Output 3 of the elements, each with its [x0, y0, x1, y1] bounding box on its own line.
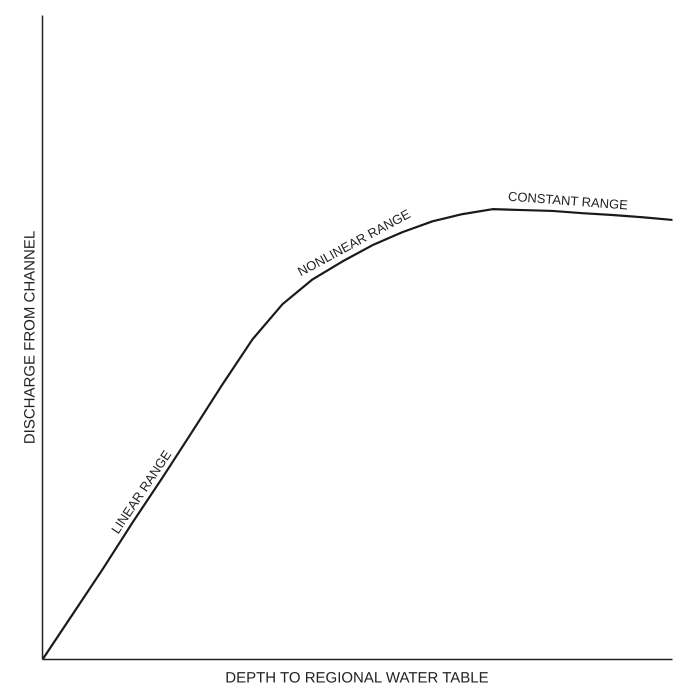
annotation: CONSTANT RANGE [507, 188, 629, 213]
x-axis-title: DEPTH TO REGIONAL WATER TABLE [225, 670, 489, 686]
y-axis-title: DISCHARGE FROM CHANNEL [22, 230, 38, 444]
